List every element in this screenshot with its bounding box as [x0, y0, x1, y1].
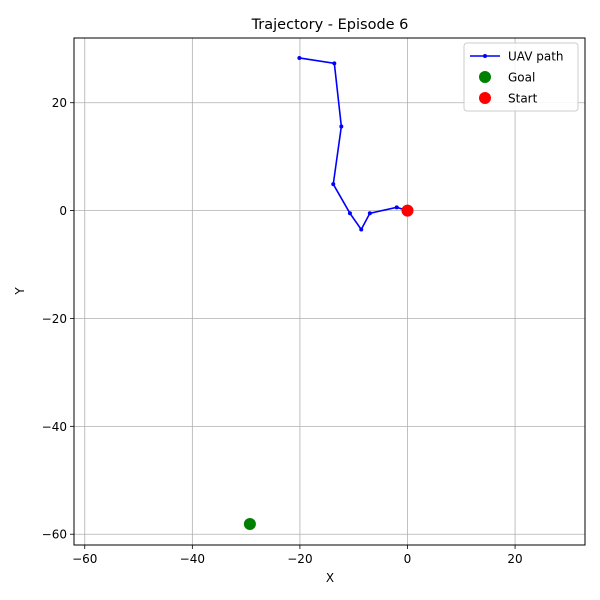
legend-marker-goal: [479, 71, 491, 83]
x-tick-label: −40: [180, 552, 205, 566]
y-tick-label: 0: [59, 204, 67, 218]
y-tick-label: −20: [42, 312, 67, 326]
start-marker: [401, 204, 414, 217]
legend-marker-uav: [483, 54, 487, 58]
uav-path-point: [297, 55, 302, 60]
x-tick-label: 0: [404, 552, 412, 566]
legend-box: [463, 42, 579, 112]
chart-title: Trajectory - Episode 6: [251, 17, 409, 33]
uav-path-point: [332, 61, 337, 66]
axis-ticks: −60 −40 −20 0 20 −60 −40 −20 0 20: [42, 96, 523, 566]
goal-marker: [243, 517, 256, 530]
uav-path-point: [331, 182, 336, 187]
legend-label-start: Start: [508, 92, 538, 106]
x-tick-label: 20: [507, 552, 522, 566]
y-tick-label: 20: [52, 96, 67, 110]
uav-path-point: [359, 227, 364, 232]
x-tick-label: −20: [287, 552, 312, 566]
legend-label-uav-path: UAV path: [508, 50, 564, 64]
uav-path-point: [339, 124, 344, 129]
y-tick-label: −60: [42, 528, 67, 542]
x-axis-label: X: [326, 571, 334, 585]
uav-path-point: [394, 205, 399, 210]
legend-marker-start: [479, 92, 491, 104]
plot-series: [243, 55, 414, 530]
y-axis-label: Y: [13, 287, 27, 296]
y-tick-label: −40: [42, 420, 67, 434]
uav-path-point: [367, 211, 372, 216]
legend-label-goal: Goal: [508, 71, 535, 85]
x-tick-label: −60: [72, 552, 97, 566]
uav-path-point: [347, 211, 352, 216]
plot-frame: [73, 37, 586, 546]
legend: UAV path Goal Start: [463, 42, 579, 112]
